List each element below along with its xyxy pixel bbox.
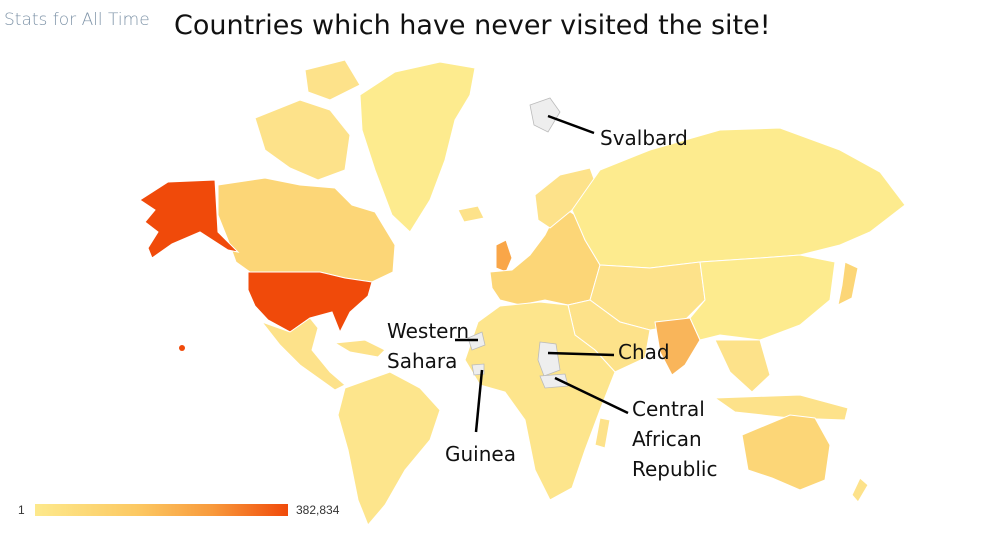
svalbard-label: Svalbard — [600, 126, 688, 150]
region-canada[interactable] — [217, 177, 396, 283]
legend-gradient-bar — [35, 504, 288, 516]
region-australia[interactable] — [741, 414, 831, 491]
guinea-label: Guinea — [445, 442, 516, 466]
region-chad[interactable] — [537, 341, 561, 377]
region-iceland[interactable] — [457, 205, 485, 223]
region-new-zealand[interactable] — [851, 477, 869, 503]
guinea-leader-line — [474, 369, 484, 433]
central-african-republic-label: Central African Republic — [632, 397, 718, 481]
page-title: Countries which have never visited the s… — [174, 10, 771, 41]
region-usa[interactable] — [247, 271, 373, 334]
region-hawaii[interactable] — [179, 345, 185, 351]
region-alaska[interactable] — [139, 179, 240, 259]
stats-header: Stats for All Time — [4, 10, 150, 30]
region-canada-islands[interactable] — [304, 59, 361, 101]
region-mexico[interactable] — [260, 317, 346, 391]
region-africa[interactable] — [464, 301, 616, 501]
chad-label: Chad — [618, 340, 670, 364]
legend-max-value: 382,834 — [296, 503, 340, 517]
legend-min-value: 1 — [18, 503, 25, 517]
region-uk[interactable] — [495, 239, 513, 273]
region-south-america[interactable] — [337, 371, 441, 526]
color-legend: 1 382,834 — [0, 500, 400, 520]
region-indonesia[interactable] — [713, 394, 849, 421]
region-canada-arctic[interactable] — [254, 99, 351, 181]
chad-leader-line — [547, 351, 615, 357]
region-china[interactable] — [689, 254, 836, 341]
region-greenland[interactable] — [359, 61, 476, 233]
central-african-republic-leader-line — [554, 376, 629, 415]
region-japan[interactable] — [837, 261, 859, 306]
region-svalbard[interactable] — [529, 97, 561, 133]
region-central-african-republic[interactable] — [539, 373, 569, 389]
western-sahara-label: Western Sahara — [387, 319, 470, 373]
region-southeast-asia[interactable] — [714, 339, 771, 393]
svalbard-leader-line — [547, 114, 595, 135]
region-madagascar[interactable] — [594, 417, 611, 449]
region-caribbean[interactable] — [333, 339, 386, 358]
